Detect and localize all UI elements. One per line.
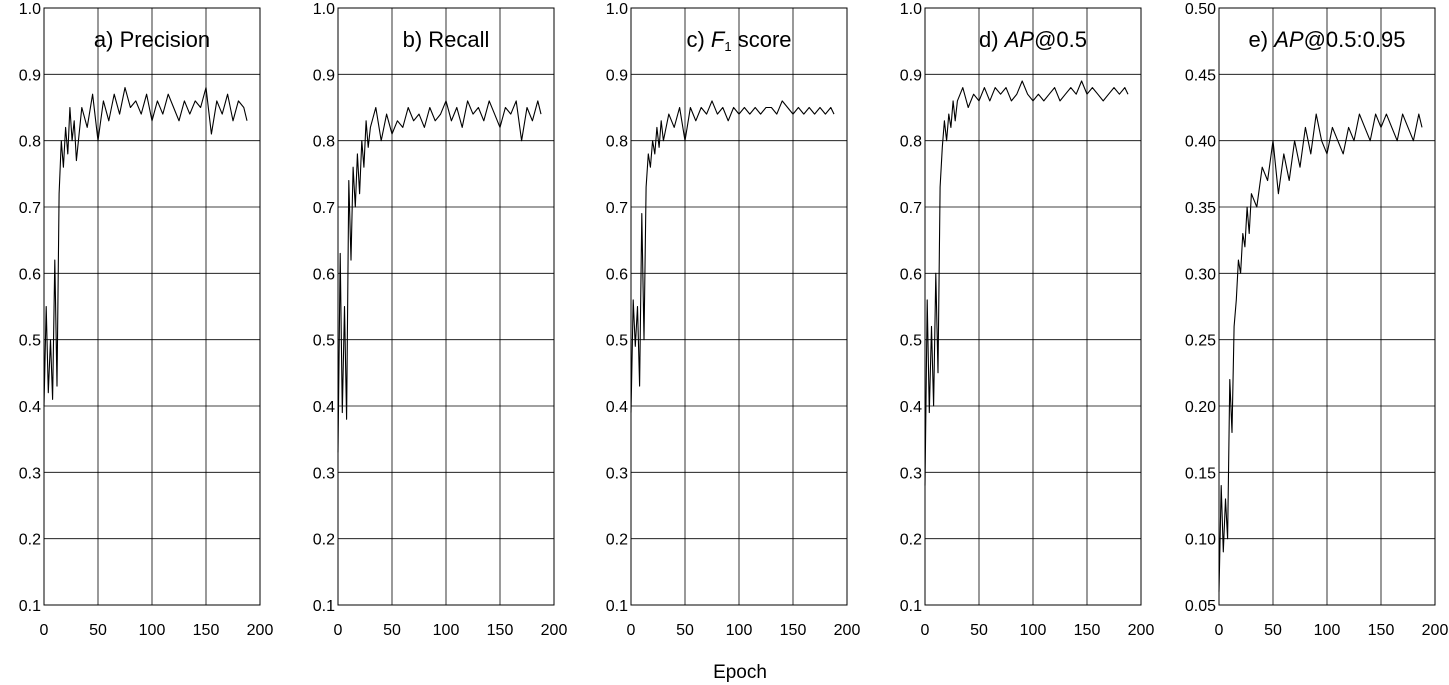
series-line [630, 100, 835, 413]
panel-2: 0.1 0.2 0.3 0.4 0.5 0.6 0.7 0.8 0.9 1.0 0 50 100 150 2… [313, 1, 568, 639]
y-tick-label: 0.20 [1185, 399, 1216, 416]
y-tick-label: 0.25 [1185, 333, 1216, 350]
y-tick-label: 0.1 [900, 598, 922, 615]
x-tick-label: 0 [1215, 622, 1224, 639]
panel-5: 0.05 0.10 0.15 0.20 0.25 0.30 0.35 0.40 0.45 0.50… [1185, 1, 1449, 639]
panel-title: b) Recall [403, 27, 490, 52]
panel-title: a) Precision [94, 27, 210, 52]
y-tick-label: 0.9 [900, 67, 922, 84]
y-tick-label: 0.3 [313, 465, 335, 482]
y-tick-label: 0.8 [900, 134, 922, 151]
y-tick-label: 0.7 [606, 200, 628, 217]
panel-title: e) AP@0.5:0.95 [1249, 27, 1406, 52]
y-tick-label: 0.15 [1185, 465, 1216, 482]
x-tick-label: 150 [193, 622, 220, 639]
panel-title: c) F1 score [686, 27, 791, 54]
y-tick-label: 0.8 [606, 134, 628, 151]
x-tick-label: 200 [834, 622, 861, 639]
y-tick-label: 0.3 [19, 465, 41, 482]
x-tick-label: 200 [1128, 622, 1155, 639]
y-tick-label: 1.0 [19, 1, 41, 18]
x-tick-label: 150 [780, 622, 807, 639]
y-tick-label: 0.35 [1185, 200, 1216, 217]
y-tick-label: 0.1 [313, 598, 335, 615]
x-tick-label: 0 [921, 622, 930, 639]
plot-frame [337, 7, 555, 606]
y-tick-label: 0.4 [900, 399, 922, 416]
x-tick-label: 0 [627, 622, 636, 639]
x-tick-label: 150 [1074, 622, 1101, 639]
series-line [1218, 113, 1423, 592]
y-tick-label: 0.5 [313, 333, 335, 350]
panel-title: d) AP@0.5 [979, 27, 1087, 52]
y-tick-label: 0.5 [606, 333, 628, 350]
y-tick-label: 0.1 [19, 598, 41, 615]
y-tick-label: 0.40 [1185, 134, 1216, 151]
y-tick-label: 0.7 [313, 200, 335, 217]
y-tick-label: 0.6 [19, 266, 41, 283]
y-tick-label: 1.0 [606, 1, 628, 18]
panel-4: 0.1 0.2 0.3 0.4 0.5 0.6 0.7 0.8 0.9 1.0 0 50 100 150 2… [900, 1, 1155, 639]
y-tick-label: 1.0 [900, 1, 922, 18]
x-axis-label: Epoch [713, 662, 767, 683]
series-line [337, 100, 542, 453]
x-tick-label: 50 [970, 622, 988, 639]
panel-3: 0.1 0.2 0.3 0.4 0.5 0.6 0.7 0.8 0.9 1.0 0 50 100 150 2… [606, 1, 861, 639]
x-tick-label: 100 [1020, 622, 1047, 639]
y-tick-label: 0.6 [900, 266, 922, 283]
y-tick-label: 0.9 [313, 67, 335, 84]
y-tick-label: 0.9 [19, 67, 41, 84]
x-tick-label: 50 [89, 622, 107, 639]
y-tick-label: 0.6 [606, 266, 628, 283]
y-tick-label: 0.30 [1185, 266, 1216, 283]
y-tick-label: 0.2 [606, 532, 628, 549]
x-tick-label: 150 [1368, 622, 1395, 639]
x-tick-label: 100 [139, 622, 166, 639]
y-tick-label: 1.0 [313, 1, 335, 18]
y-tick-label: 0.4 [606, 399, 628, 416]
y-tick-label: 0.7 [900, 200, 922, 217]
series-line [924, 80, 1129, 486]
y-tick-label: 0.9 [606, 67, 628, 84]
x-tick-label: 0 [334, 622, 343, 639]
y-tick-label: 0.3 [606, 465, 628, 482]
y-tick-label: 0.8 [19, 134, 41, 151]
y-tick-label: 0.2 [313, 532, 335, 549]
y-tick-label: 0.5 [19, 333, 41, 350]
panel-1: 0.1 0.2 0.3 0.4 0.5 0.6 0.7 0.8 0.9 1.0 0 50 100 150 2… [19, 1, 274, 639]
x-tick-label: 0 [40, 622, 49, 639]
x-tick-label: 150 [487, 622, 514, 639]
series-line [43, 87, 248, 407]
y-tick-label: 0.2 [900, 532, 922, 549]
y-tick-label: 0.10 [1185, 532, 1216, 549]
plot-frame [43, 7, 261, 606]
x-tick-label: 200 [541, 622, 568, 639]
plot-frame [630, 7, 848, 606]
x-tick-label: 100 [726, 622, 753, 639]
y-tick-label: 0.5 [900, 333, 922, 350]
x-tick-label: 50 [676, 622, 694, 639]
x-tick-label: 100 [1314, 622, 1341, 639]
y-tick-label: 0.6 [313, 266, 335, 283]
y-tick-label: 0.1 [606, 598, 628, 615]
y-tick-label: 0.7 [19, 200, 41, 217]
plot-frame [1218, 7, 1436, 606]
x-tick-label: 200 [247, 622, 274, 639]
plot-frame [924, 7, 1142, 606]
y-tick-label: 0.05 [1185, 598, 1216, 615]
x-tick-label: 100 [433, 622, 460, 639]
y-tick-label: 0.50 [1185, 1, 1216, 18]
x-tick-label: 50 [1264, 622, 1282, 639]
y-tick-label: 0.2 [19, 532, 41, 549]
y-tick-label: 0.3 [900, 465, 922, 482]
y-tick-label: 0.45 [1185, 67, 1216, 84]
x-tick-label: 50 [383, 622, 401, 639]
x-tick-label: 200 [1422, 622, 1449, 639]
y-tick-label: 0.4 [19, 399, 41, 416]
y-tick-label: 0.8 [313, 134, 335, 151]
y-tick-label: 0.4 [313, 399, 335, 416]
